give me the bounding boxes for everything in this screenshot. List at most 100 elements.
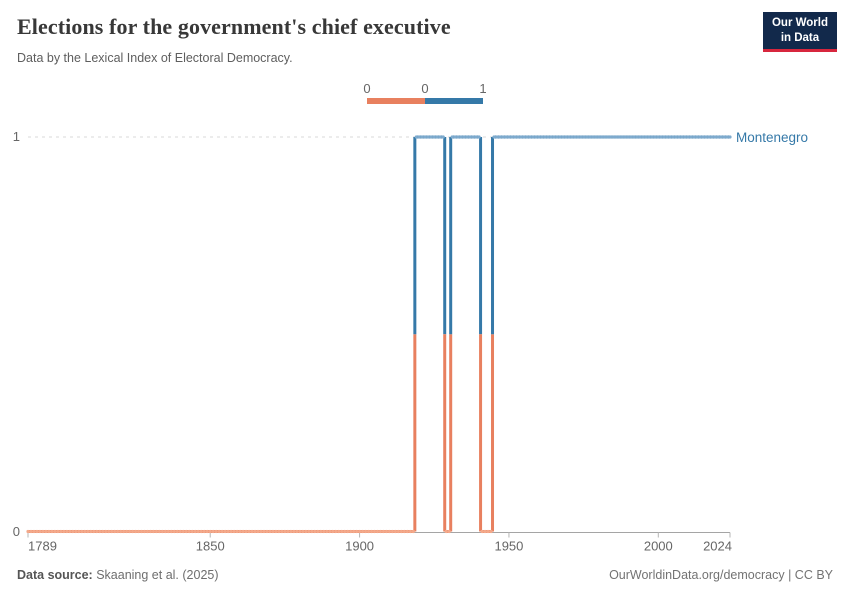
data-point: [650, 135, 654, 139]
data-point: [241, 529, 245, 534]
data-point: [101, 529, 105, 534]
legend-bar-value-1[interactable]: [425, 98, 483, 104]
data-point: [632, 135, 637, 139]
data-point: [378, 529, 383, 534]
data-point: [151, 529, 156, 534]
data-point: [214, 529, 218, 534]
data-point: [83, 529, 87, 534]
data-point: [289, 529, 293, 534]
data-point: [429, 135, 433, 139]
data-point: [707, 135, 711, 139]
data-point: [349, 529, 353, 534]
data-point: [223, 529, 227, 534]
data-point: [313, 529, 317, 534]
data-point: [546, 135, 550, 139]
data-point: [698, 135, 702, 139]
data-point: [629, 135, 634, 139]
series-label-montenegro[interactable]: Montenegro: [736, 130, 808, 145]
data-point: [567, 135, 571, 139]
data-point: [381, 529, 386, 534]
data-point: [235, 529, 239, 534]
data-point: [26, 529, 30, 534]
data-point: [582, 135, 586, 139]
data-point: [325, 529, 329, 534]
data-point: [605, 135, 610, 139]
data-point: [238, 529, 242, 534]
owid-logo[interactable]: Our World in Data: [762, 12, 837, 52]
data-point: [130, 529, 135, 534]
data-point: [286, 529, 290, 534]
data-point: [474, 135, 478, 139]
data-point: [127, 529, 132, 534]
data-point: [53, 529, 57, 534]
data-point: [659, 135, 663, 139]
data-point: [450, 135, 454, 139]
data-point: [540, 135, 544, 139]
data-point: [480, 529, 484, 534]
data-point: [35, 529, 39, 534]
data-point: [411, 529, 415, 534]
data-point: [668, 135, 672, 139]
data-point: [573, 135, 577, 139]
data-point: [262, 529, 266, 534]
data-point: [564, 135, 568, 139]
data-point: [184, 529, 188, 534]
data-point: [217, 529, 221, 534]
data-point: [280, 529, 284, 534]
data-point: [713, 135, 717, 139]
data-point: [205, 529, 209, 534]
data-point: [352, 529, 356, 534]
data-point: [110, 529, 114, 534]
data-point: [638, 135, 642, 139]
data-point: [307, 529, 311, 534]
data-point: [414, 135, 418, 139]
x-tick-label: 1789: [28, 539, 57, 554]
data-point: [498, 135, 502, 139]
data-point: [124, 529, 129, 534]
data-point: [244, 529, 248, 534]
data-point: [402, 529, 406, 534]
data-point: [534, 135, 538, 139]
data-point: [585, 135, 589, 139]
data-point: [346, 529, 350, 534]
data-point: [334, 529, 338, 534]
data-point: [98, 529, 102, 534]
license-note[interactable]: OurWorldinData.org/democracy | CC BY: [609, 568, 833, 582]
data-point: [441, 135, 445, 139]
data-point: [495, 135, 499, 139]
data-point: [196, 529, 200, 534]
x-tick-label: 1900: [345, 539, 374, 554]
data-point: [716, 135, 720, 139]
data-point: [641, 135, 645, 139]
data-point: [175, 529, 179, 534]
data-point: [375, 529, 380, 534]
data-point: [202, 529, 206, 534]
data-point: [608, 135, 613, 139]
data-point: [471, 135, 475, 139]
data-point: [232, 529, 236, 534]
y-tick-label-0: 0: [13, 524, 20, 539]
data-point: [328, 529, 332, 534]
x-tick-label: 1850: [196, 539, 225, 554]
data-point: [611, 135, 616, 139]
data-point: [274, 529, 278, 534]
data-point: [119, 529, 123, 534]
legend-bar-value-0[interactable]: [367, 98, 425, 104]
legend-tick-2: 1: [479, 81, 487, 96]
data-point: [331, 529, 335, 534]
data-point: [372, 529, 377, 534]
data-point: [579, 135, 583, 139]
data-point: [558, 135, 562, 139]
data-point: [166, 529, 170, 534]
data-point: [614, 135, 619, 139]
data-point: [256, 529, 260, 534]
data-point: [310, 529, 314, 534]
data-point: [626, 135, 631, 139]
data-point: [590, 135, 595, 139]
data-point: [160, 529, 165, 534]
data-point: [136, 529, 141, 534]
y-tick-label-1: 1: [13, 129, 20, 144]
data-point: [41, 529, 45, 534]
data-point: [426, 135, 430, 139]
